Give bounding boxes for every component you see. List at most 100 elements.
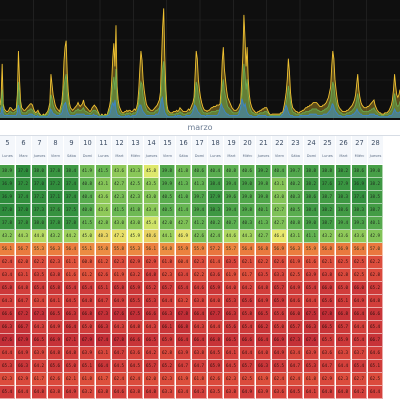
heatmap-cell: 55.9: [304, 243, 319, 256]
heatmap-cell: 65.2: [144, 282, 159, 295]
heatmap-cell: 43.2: [48, 230, 63, 243]
heatmap-cell: 63.9: [256, 386, 271, 399]
heatmap-cell: 64.1: [224, 347, 239, 360]
heatmap-cell: 37.0: [32, 178, 47, 191]
heatmap-cell: 39.8: [160, 165, 175, 178]
heatmap-cell: 64.9: [48, 321, 63, 334]
heatmap-cell: 42.7: [272, 217, 287, 230]
heatmap-cell: 56.8: [320, 243, 335, 256]
day-column-header: 17 Domi: [192, 136, 208, 164]
day-column-header: 23 Sába: [288, 136, 304, 164]
heatmap-cell: 39.7: [288, 165, 303, 178]
heatmap-cell: 44.3: [240, 230, 255, 243]
day-number: 16: [179, 139, 188, 147]
heatmap-cell: 42.4: [208, 230, 223, 243]
heatmap-cell: 66.7: [368, 334, 383, 347]
heatmap-cell: 64.2: [240, 282, 255, 295]
heatmap-cell: 64.1: [304, 386, 319, 399]
heatmap-cell: 62.4: [112, 373, 127, 386]
day-number: 26: [339, 139, 348, 147]
heatmap-cell: 64.9: [16, 347, 31, 360]
heatmap-cell: 62.8: [368, 269, 383, 282]
series-line-2: [0, 95, 400, 118]
heatmap-cell: 63.5: [208, 386, 223, 399]
day-number: 28: [371, 139, 380, 147]
heatmap-cell: 38.3: [352, 204, 367, 217]
heatmap-cell: 64.9: [240, 386, 255, 399]
heatmap-cell: 67.8: [176, 308, 191, 321]
heatmap-cell: 63.9: [304, 269, 319, 282]
heatmap-cell: 37.8: [16, 217, 31, 230]
day-number: 7: [37, 139, 42, 147]
heatmap-cell: 43.1: [288, 230, 303, 243]
heatmap-cell: 67.3: [32, 308, 47, 321]
heatmap-cell: 65.6: [48, 360, 63, 373]
heatmap-cell: 40.2: [208, 217, 223, 230]
heatmap-cell: 67.2: [16, 308, 31, 321]
heatmap-cell: 62.1: [240, 256, 255, 269]
heatmap-cell: 38.2: [320, 204, 335, 217]
day-number: 11: [99, 139, 108, 147]
heatmap-cell: 38.7: [320, 217, 335, 230]
heatmap-cell: 66.6: [0, 308, 15, 321]
heatmap-cell: 64.4: [16, 386, 31, 399]
heatmap-cell: 64.4: [240, 347, 255, 360]
day-column-header: 6 Marc: [16, 136, 32, 164]
day-name: Viern: [50, 154, 61, 158]
heatmap-cell: 65.6: [224, 321, 239, 334]
heatmap-cell: 65.6: [272, 308, 287, 321]
heatmap-cell: 66.8: [80, 308, 95, 321]
heatmap-cell: 63.8: [224, 386, 239, 399]
day-number: 9: [69, 139, 74, 147]
heatmap-cell: 66.5: [256, 308, 271, 321]
day-number: 21: [259, 139, 268, 147]
heatmap-cell: 56.7: [16, 243, 31, 256]
heatmap-cell: 66.3: [256, 360, 271, 373]
day-column-header: 20 Miérc: [240, 136, 256, 164]
heatmap-cell: 38.2: [304, 178, 319, 191]
heatmap-cell: 64.7: [16, 295, 31, 308]
heatmap-cell: 40.3: [240, 217, 255, 230]
heatmap-cell: 66.4: [256, 334, 271, 347]
heatmap-cell: 63.4: [0, 269, 15, 282]
heatmap-cell: 37.2: [48, 178, 63, 191]
day-number: 5: [5, 139, 10, 147]
heatmap-cell: 65.8: [0, 282, 15, 295]
heatmap-cell: 66.6: [144, 308, 159, 321]
heatmap-cell: 63.9: [80, 347, 95, 360]
heatmap-cell: 65.1: [368, 360, 383, 373]
heatmap-cell: 40.1: [256, 204, 271, 217]
heatmap-cell: 64.7: [320, 360, 335, 373]
heatmap-cell: 62.7: [352, 373, 367, 386]
heatmap-cell: 38.0: [32, 165, 47, 178]
heatmap-cell: 37.8: [64, 217, 79, 230]
heatmap-cell: 64.7: [288, 360, 303, 373]
day-name: Miérc: [130, 154, 141, 158]
day-name: Miérc: [242, 154, 253, 158]
heatmap-cell: 64.2: [32, 360, 47, 373]
day-number: 12: [115, 139, 124, 147]
heatmap-cell: 64.3: [112, 321, 127, 334]
heatmap-cell: 40.7: [224, 217, 239, 230]
heatmap-cell: 64.0: [256, 347, 271, 360]
heatmap-cell: 67.6: [0, 334, 15, 347]
heatmap-cell: 64.5: [64, 295, 79, 308]
day-name: Jueves: [145, 154, 158, 158]
heatmap-cell: 64.8: [144, 269, 159, 282]
heatmap-cell: 66.9: [272, 334, 287, 347]
heatmap-cell: 37.3: [32, 204, 47, 217]
heatmap-cell: 40.8: [80, 178, 95, 191]
day-column-header: 16 Sába: [176, 136, 192, 164]
heatmap-cell: 42.0: [160, 217, 175, 230]
heatmap-cell: 39.0: [304, 217, 319, 230]
day-name: Lunes: [210, 154, 221, 158]
heatmap-cell: 64.3: [192, 321, 207, 334]
heatmap-cell: 67.4: [96, 334, 111, 347]
day-column-header: 28 Jueves: [368, 136, 384, 164]
heatmap-cell: 41.8: [128, 204, 143, 217]
heatmap-cell: 66.0: [288, 308, 303, 321]
heatmap-cell: 64.8: [48, 347, 63, 360]
heatmap-cell: 40.4: [208, 165, 223, 178]
heatmap-cell: 66.4: [176, 334, 191, 347]
heatmap-cell: 64.5: [224, 360, 239, 373]
